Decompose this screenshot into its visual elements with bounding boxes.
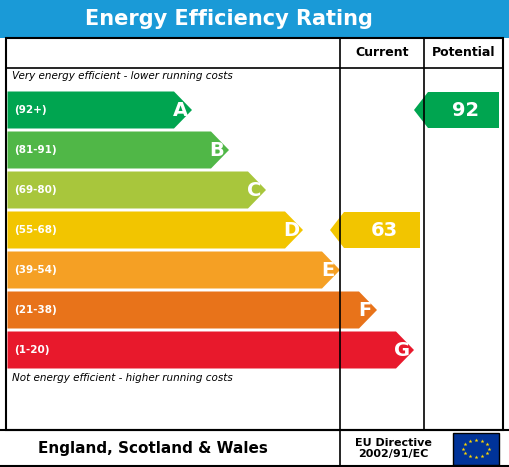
Bar [0, 0, 509, 38]
Text: D: D [283, 220, 299, 240]
Text: EU Directive
2002/91/EC: EU Directive 2002/91/EC [355, 438, 432, 460]
Text: A: A [173, 100, 187, 120]
Polygon shape [8, 332, 414, 368]
Text: C: C [247, 181, 261, 199]
Polygon shape [8, 92, 192, 128]
Text: (69-80): (69-80) [14, 185, 56, 195]
Text: 63: 63 [371, 220, 398, 240]
Polygon shape [330, 212, 420, 248]
Text: (55-68): (55-68) [14, 225, 56, 235]
Text: E: E [321, 261, 334, 280]
Polygon shape [8, 252, 340, 289]
Polygon shape [8, 171, 266, 208]
Text: Energy Efficiency Rating: Energy Efficiency Rating [85, 9, 373, 29]
Text: England, Scotland & Wales: England, Scotland & Wales [38, 441, 268, 456]
Polygon shape [8, 132, 229, 169]
Text: (1-20): (1-20) [14, 345, 49, 355]
Text: B: B [210, 141, 224, 160]
Polygon shape [8, 212, 303, 248]
Polygon shape [8, 291, 377, 328]
Text: (92+): (92+) [14, 105, 47, 115]
Polygon shape [414, 92, 499, 128]
Text: 92: 92 [452, 100, 479, 120]
Text: Current: Current [355, 47, 409, 59]
Bar [6, 38, 503, 430]
Text: (21-38): (21-38) [14, 305, 56, 315]
Text: Potential: Potential [432, 47, 495, 59]
Text: Not energy efficient - higher running costs: Not energy efficient - higher running co… [12, 373, 233, 383]
Text: G: G [394, 340, 410, 360]
Text: Very energy efficient - lower running costs: Very energy efficient - lower running co… [12, 71, 233, 81]
Text: F: F [358, 300, 372, 319]
Text: (81-91): (81-91) [14, 145, 56, 155]
Bar [453, 432, 499, 465]
Text: (39-54): (39-54) [14, 265, 56, 275]
